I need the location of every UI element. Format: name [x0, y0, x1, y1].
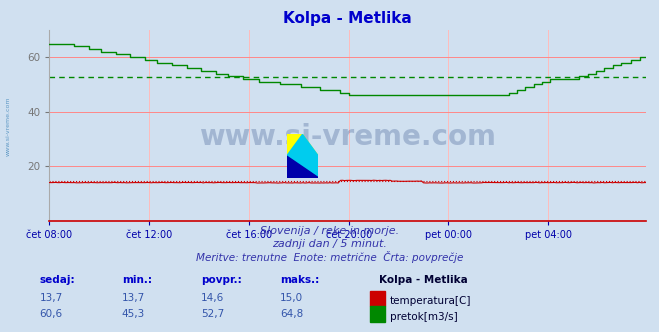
- Text: 13,7: 13,7: [40, 293, 63, 303]
- Text: sedaj:: sedaj:: [40, 275, 75, 285]
- Polygon shape: [287, 134, 318, 178]
- Text: 52,7: 52,7: [201, 309, 224, 319]
- Text: 60,6: 60,6: [40, 309, 63, 319]
- Title: Kolpa - Metlika: Kolpa - Metlika: [283, 11, 412, 26]
- Text: Kolpa - Metlika: Kolpa - Metlika: [379, 275, 468, 285]
- Polygon shape: [287, 156, 318, 178]
- Text: Slovenija / reke in morje.: Slovenija / reke in morje.: [260, 226, 399, 236]
- Text: 45,3: 45,3: [122, 309, 145, 319]
- Text: pretok[m3/s]: pretok[m3/s]: [390, 312, 458, 322]
- Text: 14,6: 14,6: [201, 293, 224, 303]
- Text: 15,0: 15,0: [280, 293, 303, 303]
- Text: maks.:: maks.:: [280, 275, 320, 285]
- Text: 13,7: 13,7: [122, 293, 145, 303]
- Text: www.si-vreme.com: www.si-vreme.com: [5, 96, 11, 156]
- Text: zadnji dan / 5 minut.: zadnji dan / 5 minut.: [272, 239, 387, 249]
- Text: min.:: min.:: [122, 275, 152, 285]
- Text: temperatura[C]: temperatura[C]: [390, 296, 472, 306]
- Text: 64,8: 64,8: [280, 309, 303, 319]
- Polygon shape: [287, 134, 318, 156]
- Text: Meritve: trenutne  Enote: metrične  Črta: povprečje: Meritve: trenutne Enote: metrične Črta: …: [196, 251, 463, 263]
- Text: povpr.:: povpr.:: [201, 275, 242, 285]
- Text: www.si-vreme.com: www.si-vreme.com: [199, 123, 496, 151]
